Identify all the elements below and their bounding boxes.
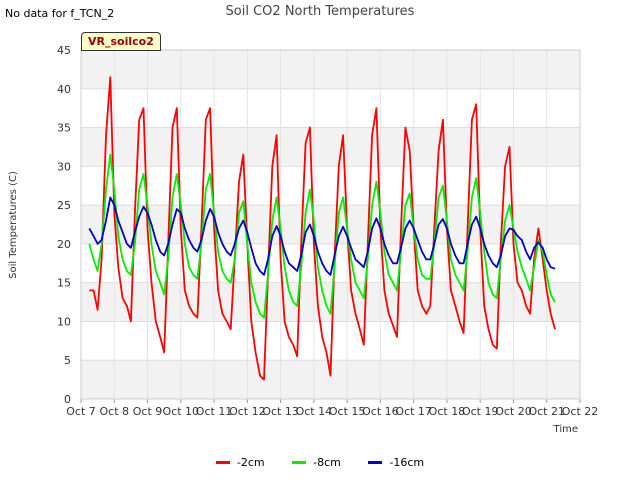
y-tick-label: 15: [57, 277, 71, 290]
y-axis-label: Soil Temperatures (C): [8, 171, 19, 279]
grid-band: [81, 205, 580, 244]
x-tick-label: Oct 10: [163, 405, 200, 418]
legend-item-16cm: -16cm: [368, 456, 424, 469]
legend-item-8cm: -8cm: [292, 456, 341, 469]
series-line-2cm: [89, 76, 556, 381]
x-tick-label: Oct 16: [362, 405, 399, 418]
x-tick-label: Oct 11: [196, 405, 233, 418]
legend-label-2cm: -2cm: [236, 456, 265, 469]
y-tick-label: 40: [57, 83, 71, 96]
y-tick-label: 35: [57, 122, 71, 135]
site-badge: VR_soilco2: [81, 32, 161, 51]
x-tick-label: Oct 7: [66, 405, 96, 418]
x-tick-label: Oct 19: [462, 405, 499, 418]
x-axis-label: Time: [553, 424, 578, 435]
chart-title: Soil CO2 North Temperatures: [225, 4, 415, 19]
y-tick-label: 10: [57, 315, 71, 328]
x-tick-label: Oct 13: [262, 405, 299, 418]
plot-frame: [80, 49, 581, 400]
x-tick-label: Oct 21: [528, 405, 565, 418]
x-tick-label: Oct 9: [133, 405, 163, 418]
legend-label-8cm: -8cm: [313, 456, 341, 469]
y-tick-label: 5: [64, 354, 71, 367]
x-tick-label: Oct 15: [329, 405, 366, 418]
series-line-16cm: [88, 196, 556, 276]
x-tick-label: Oct 17: [395, 405, 432, 418]
x-tick-label: Oct 8: [100, 405, 130, 418]
x-tick-label: Oct 22: [562, 405, 599, 418]
legend-swatch-8cm: [292, 461, 307, 464]
legend-label-16cm: -16cm: [389, 456, 425, 469]
y-tick-label: 45: [57, 44, 71, 57]
legend-item-2cm: -2cm: [215, 456, 265, 469]
x-tick-label: Oct 20: [495, 405, 532, 418]
y-tick-label: 25: [57, 199, 71, 212]
x-tick-label: Oct 18: [429, 405, 466, 418]
y-tick-label: 20: [57, 238, 71, 251]
series-group: [88, 76, 556, 381]
x-tick-label: Oct 12: [229, 405, 266, 418]
grid-band: [81, 127, 580, 167]
x-tick-label: Oct 14: [296, 405, 333, 418]
y-tick-label: 0: [64, 393, 71, 406]
legend-swatch-2cm: [215, 461, 230, 464]
series-line-8cm: [88, 153, 556, 319]
legend: -2cm -8cm -16cm: [0, 454, 640, 469]
grid-band: [81, 50, 580, 89]
legend-swatch-16cm: [368, 461, 383, 464]
no-data-message: No data for f_TCN_2: [5, 7, 115, 20]
y-tick-label: 30: [57, 160, 71, 173]
